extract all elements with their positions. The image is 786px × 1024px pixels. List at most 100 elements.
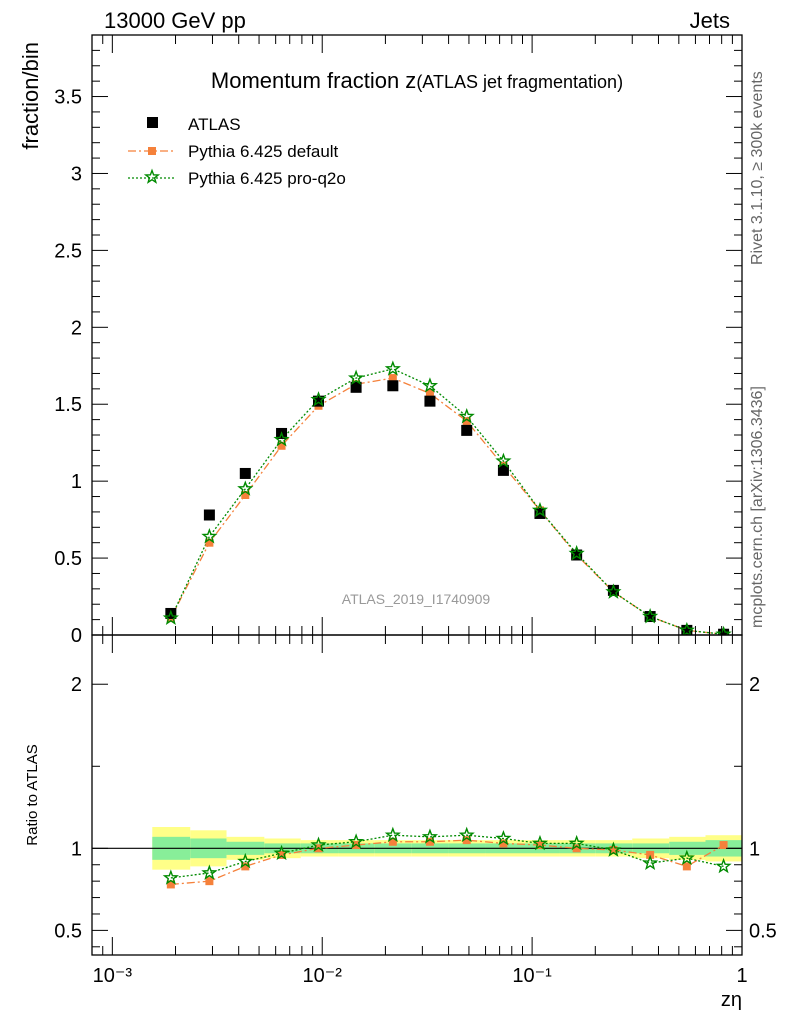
category-label: Jets xyxy=(690,8,730,33)
point-atlas xyxy=(203,509,215,521)
y-tick-label: 1.5 xyxy=(54,394,82,416)
point-pythia-proq2o xyxy=(531,501,549,518)
ratio-point-pythia-default xyxy=(719,841,728,850)
point-atlas xyxy=(644,611,656,623)
point-atlas xyxy=(387,380,399,392)
point-pythia-proq2o xyxy=(384,360,401,376)
point-atlas xyxy=(461,424,473,436)
legend-marker-atlas xyxy=(147,117,158,128)
y-tick-label: 2 xyxy=(71,317,82,339)
y-axis-label: fraction/bin xyxy=(18,42,43,150)
main-panel-axes: 0 0.5 1 1.5 2 2.5 3 3.5 xyxy=(54,35,743,647)
ratio-point-pythia-default xyxy=(241,862,250,871)
ratio-y-tick-label: 0.5 xyxy=(54,920,82,942)
point-pythia-proq2o xyxy=(605,583,622,599)
ratio-point-pythia-default xyxy=(277,850,286,859)
ratio-y-tick-label: 1 xyxy=(71,838,82,860)
point-pythia-proq2o xyxy=(678,621,695,635)
ratio-point-pythia-proq2o xyxy=(384,826,401,843)
x-axis-label: zη xyxy=(721,989,742,1011)
ratio-point-pythia-proq2o xyxy=(605,841,622,857)
ratio-point-pythia-proq2o xyxy=(531,834,549,851)
mcplots-reference-label: mcplots.cern.ch [arXiv:1306.3436] xyxy=(749,386,766,628)
point-atlas xyxy=(350,381,362,393)
x-tick-label: 10⁻² xyxy=(302,965,342,987)
point-pythia-proq2o xyxy=(568,544,585,561)
ratio-point-pythia-default xyxy=(609,845,618,854)
legend-label-atlas: ATLAS xyxy=(188,115,241,134)
chart-title-sub: (ATLAS jet fragmentation) xyxy=(416,72,623,92)
chart-title-main: Momentum fraction z xyxy=(211,68,416,93)
chart-title: Momentum fraction z(ATLAS jet fragmentat… xyxy=(211,68,623,93)
legend: ATLAS Pythia 6.425 default Pythia 6.425 … xyxy=(128,115,346,188)
ratio-panel-axes: 0.5 0.5 1 1 2 2 10⁻³ 10⁻² 10⁻¹ 1 xyxy=(54,635,777,987)
ratio-point-pythia-proq2o xyxy=(310,836,327,852)
point-pythia-default xyxy=(388,374,397,383)
point-pythia-proq2o xyxy=(237,480,254,496)
ratio-y-tick-label-right: 0.5 xyxy=(749,920,777,942)
point-pythia-proq2o xyxy=(310,391,327,407)
point-pythia-proq2o xyxy=(201,528,218,544)
point-atlas xyxy=(571,549,583,561)
ratio-point-pythia-proq2o xyxy=(568,834,585,851)
ratio-point-pythia-proq2o xyxy=(642,854,659,871)
ratio-point-pythia-default xyxy=(425,837,434,846)
main-panel xyxy=(162,360,732,635)
ratio-point-pythia-default xyxy=(572,844,581,853)
ratio-y-tick-label-right: 1 xyxy=(749,838,760,860)
point-atlas xyxy=(607,584,619,596)
ratio-line-pythia-default xyxy=(170,839,724,886)
ratio-panel xyxy=(92,826,742,889)
ratio-point-pythia-default xyxy=(535,841,544,850)
y-tick-label: 3.5 xyxy=(54,87,82,109)
ratio-point-pythia-default xyxy=(205,877,214,886)
ratio-point-pythia-proq2o xyxy=(495,829,512,846)
point-atlas xyxy=(681,624,693,635)
point-pythia-default xyxy=(277,441,286,450)
point-pythia-proq2o xyxy=(273,431,290,447)
series-line-pythia-default xyxy=(170,377,724,635)
ratio-panel-frame xyxy=(91,634,743,956)
ratio-point-pythia-proq2o xyxy=(237,852,254,869)
point-pythia-proq2o xyxy=(642,608,659,624)
ratio-y-tick-label-right: 2 xyxy=(749,674,760,696)
y-tick-label: 3 xyxy=(71,163,82,185)
y-tick-label: 1 xyxy=(71,471,82,493)
ratio-y-axis-label: Ratio to ATLAS xyxy=(24,744,41,845)
legend-label-pythia-proq2o: Pythia 6.425 pro-q2o xyxy=(188,169,346,188)
ratio-point-pythia-proq2o xyxy=(458,826,475,843)
point-pythia-default xyxy=(425,389,434,398)
ratio-y-tick-label: 2 xyxy=(71,674,82,696)
x-tick-label: 1 xyxy=(736,965,747,987)
series-line-pythia-proq2o xyxy=(170,368,724,635)
x-tick-label: 10⁻¹ xyxy=(512,965,552,987)
point-atlas xyxy=(424,395,436,407)
ratio-point-pythia-proq2o xyxy=(347,833,365,849)
watermark: ATLAS_2019_I1740909 xyxy=(342,591,491,607)
point-atlas xyxy=(497,464,509,476)
point-atlas xyxy=(239,467,251,479)
ratio-point-pythia-default xyxy=(462,836,471,845)
legend-marker-pythia-proq2o xyxy=(143,168,161,184)
ratio-point-pythia-default xyxy=(499,839,508,848)
point-pythia-proq2o xyxy=(162,609,179,625)
point-pythia-default xyxy=(205,538,214,547)
point-atlas xyxy=(313,395,325,407)
ratio-point-pythia-proq2o xyxy=(162,869,179,885)
point-pythia-proq2o xyxy=(715,625,732,635)
ratio-point-pythia-proq2o xyxy=(273,844,290,861)
point-atlas xyxy=(718,628,730,635)
ratio-point-pythia-proq2o xyxy=(678,849,695,866)
legend-marker-pythia-default xyxy=(148,147,156,155)
ratio-point-pythia-default xyxy=(682,862,691,871)
y-tick-label: 0.5 xyxy=(54,548,82,570)
point-pythia-default xyxy=(241,491,250,499)
point-pythia-proq2o xyxy=(347,369,365,385)
x-tick-label: 10⁻³ xyxy=(93,965,133,987)
ratio-point-pythia-default xyxy=(388,837,397,846)
point-pythia-proq2o xyxy=(495,452,512,469)
point-pythia-proq2o xyxy=(458,408,475,424)
ratio-point-pythia-proq2o xyxy=(201,864,218,880)
rivet-version-label: Rivet 3.1.10, ≥ 300k events xyxy=(749,71,766,265)
